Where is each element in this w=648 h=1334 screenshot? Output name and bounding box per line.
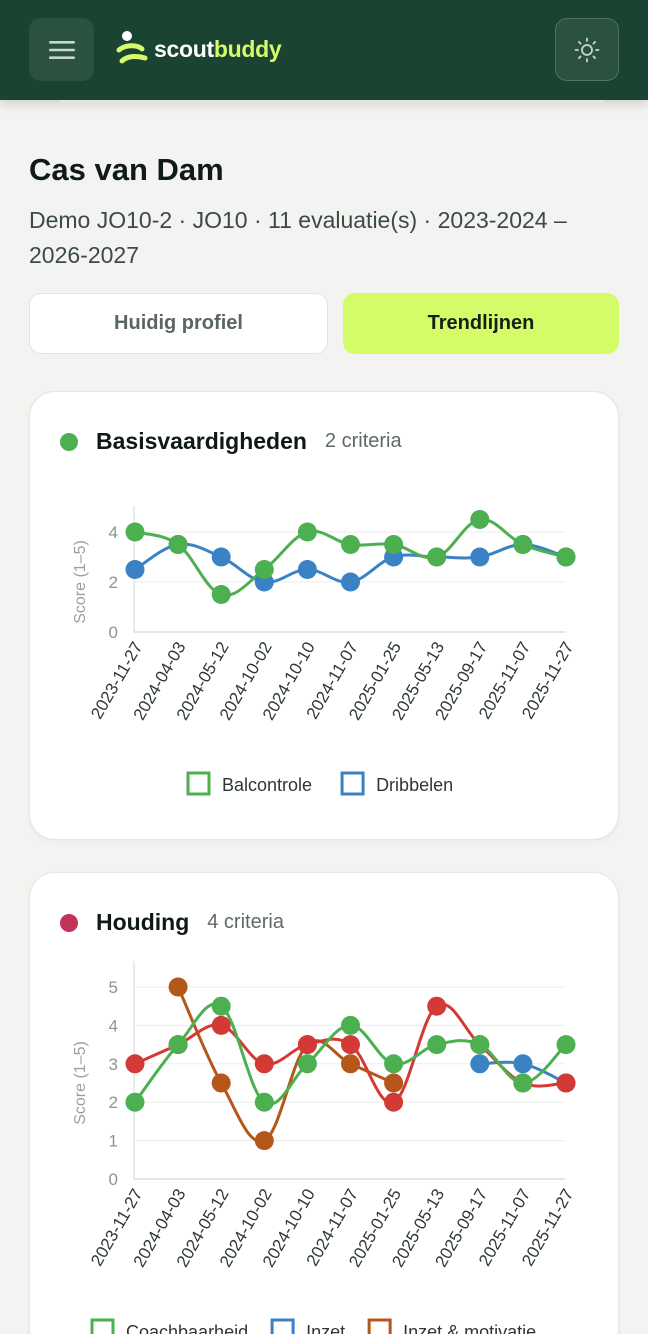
data-point bbox=[168, 535, 188, 554]
chart-card-basisvaardigheden: Basisvaardigheden 2 criteria 0 2 4 Score (1… bbox=[29, 391, 619, 840]
theme-toggle-button[interactable] bbox=[555, 18, 619, 81]
data-point bbox=[341, 1054, 360, 1074]
header-shadow bbox=[60, 100, 605, 106]
player-meta: Demo JO10-2 · JO10 · 11 evaluatie(s) · 2… bbox=[29, 207, 567, 268]
data-point bbox=[297, 1035, 317, 1055]
data-point bbox=[513, 1073, 533, 1093]
legend-swatch bbox=[270, 1318, 295, 1334]
top-bar: scoutbuddy bbox=[0, 0, 648, 100]
y-tick-label: 2 bbox=[109, 1093, 118, 1112]
data-point bbox=[125, 560, 145, 579]
data-point bbox=[297, 522, 317, 542]
data-point bbox=[211, 1015, 231, 1035]
data-point bbox=[513, 1054, 533, 1074]
data-point bbox=[384, 1073, 404, 1093]
y-tick-label: 3 bbox=[109, 1055, 118, 1074]
legend-label: Inzet bbox=[306, 1322, 345, 1334]
tab-trend-lines[interactable]: Trendlijnen bbox=[343, 293, 619, 354]
data-point bbox=[384, 1054, 404, 1074]
y-axis-label: Score (1–5) bbox=[72, 1041, 89, 1125]
legend-label: Inzet & motivatie bbox=[403, 1322, 536, 1334]
data-point bbox=[556, 1073, 576, 1093]
legend-swatch bbox=[340, 771, 365, 796]
data-point bbox=[211, 996, 231, 1016]
data-point bbox=[125, 1054, 145, 1074]
data-point bbox=[254, 1054, 274, 1074]
hamburger-menu-icon bbox=[48, 40, 75, 59]
y-tick-label: 1 bbox=[109, 1132, 118, 1151]
data-point bbox=[427, 1035, 447, 1055]
legend-label: Coachbaarheid bbox=[126, 1322, 248, 1334]
legend-label: Balcontrole bbox=[222, 775, 312, 795]
y-tick-label: 0 bbox=[109, 1170, 118, 1189]
card-title: Houding bbox=[96, 909, 190, 935]
sun-icon bbox=[574, 37, 600, 62]
data-point bbox=[254, 1092, 274, 1112]
data-point bbox=[427, 996, 447, 1016]
data-point bbox=[470, 510, 490, 529]
data-point bbox=[211, 1073, 231, 1093]
data-point bbox=[211, 585, 231, 604]
y-axis-label: Score (1–5) bbox=[72, 540, 89, 624]
data-point bbox=[168, 1035, 188, 1055]
criteria-count: 2 criteria bbox=[324, 430, 402, 452]
data-point bbox=[470, 547, 490, 567]
data-point bbox=[470, 1054, 490, 1074]
legend-swatch bbox=[90, 1318, 115, 1334]
y-tick-label: 2 bbox=[109, 573, 118, 592]
data-point bbox=[427, 547, 447, 567]
category-dot bbox=[60, 432, 78, 451]
data-point bbox=[297, 560, 317, 579]
y-tick-label: 4 bbox=[109, 1016, 118, 1035]
category-dot bbox=[60, 913, 78, 932]
data-point bbox=[556, 1035, 576, 1055]
data-point bbox=[168, 977, 188, 997]
logo[interactable]: scoutbuddy bbox=[116, 30, 282, 68]
data-point bbox=[341, 1035, 360, 1055]
data-point bbox=[254, 1131, 274, 1151]
data-point bbox=[125, 1092, 145, 1112]
y-tick-label: 5 bbox=[109, 978, 118, 997]
legend-label: Dribbelen bbox=[376, 775, 453, 795]
criteria-count: 4 criteria bbox=[207, 911, 284, 933]
data-point bbox=[125, 522, 145, 542]
y-tick-label: 4 bbox=[109, 523, 118, 542]
data-point bbox=[341, 1015, 360, 1035]
legend-swatch bbox=[186, 771, 211, 796]
data-point bbox=[384, 1092, 404, 1112]
legend-swatch bbox=[367, 1318, 392, 1334]
logo-icon bbox=[116, 31, 148, 64]
player-name: Cas van Dam bbox=[29, 152, 224, 187]
y-tick-label: 0 bbox=[109, 623, 118, 642]
data-point bbox=[384, 535, 404, 554]
data-point bbox=[297, 1054, 317, 1074]
data-point bbox=[513, 535, 533, 554]
card-title: Basisvaardigheden bbox=[96, 428, 307, 454]
menu-button[interactable] bbox=[29, 18, 94, 81]
data-point bbox=[254, 560, 274, 579]
tab-current-profile[interactable]: Huidig profiel bbox=[29, 293, 328, 354]
data-point bbox=[556, 547, 576, 567]
data-point bbox=[341, 535, 360, 554]
chart-card-houding: Houding 4 criteria 0 1 2 3 4 5 Score (1–5) 2023… bbox=[29, 872, 619, 1334]
data-point bbox=[341, 572, 360, 592]
logo-text: scoutbuddy bbox=[154, 35, 282, 62]
data-point bbox=[211, 547, 231, 567]
data-point bbox=[470, 1035, 490, 1055]
